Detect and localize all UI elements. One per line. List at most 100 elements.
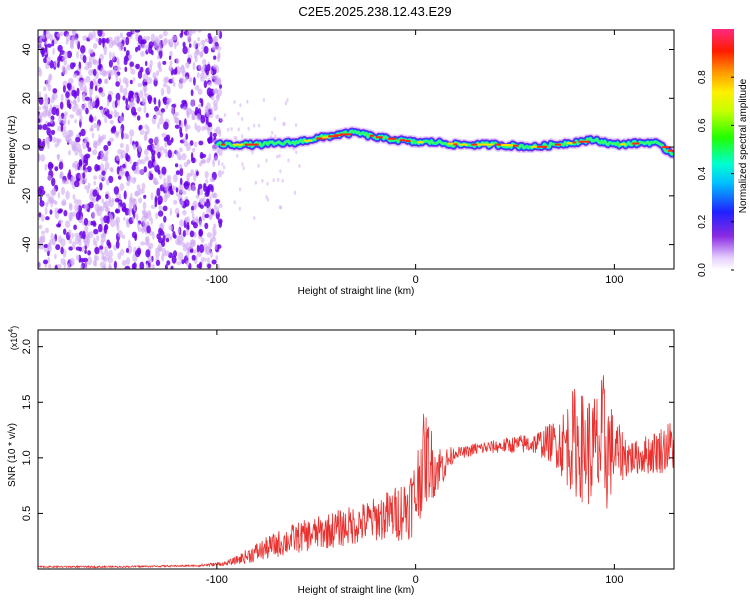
noise-blob <box>287 158 290 163</box>
noise-blob <box>68 238 73 245</box>
noise-blob <box>179 219 185 227</box>
noise-blob <box>112 52 115 61</box>
noise-blob <box>96 123 100 132</box>
x-tick-label: 0 <box>413 574 419 586</box>
noise-blob <box>175 187 179 193</box>
noise-blob <box>50 97 55 104</box>
noise-blob <box>163 177 166 184</box>
noise-blob <box>82 140 88 150</box>
noise-blob <box>203 46 209 54</box>
noise-blob <box>85 241 90 248</box>
noise-blob <box>178 185 184 194</box>
noise-blob <box>93 123 98 129</box>
noise-blob <box>73 224 77 231</box>
noise-blob <box>57 153 60 161</box>
noise-blob <box>58 219 63 225</box>
noise-blob <box>126 181 131 187</box>
noise-blob <box>56 32 62 38</box>
noise-blob <box>129 129 135 137</box>
noise-blob <box>104 78 107 84</box>
noise-blob <box>272 178 275 183</box>
noise-blob <box>190 205 195 211</box>
noise-blob <box>66 82 71 90</box>
noise-blob <box>140 159 146 165</box>
noise-blob <box>114 198 120 203</box>
noise-blob <box>61 179 67 185</box>
snr-x-ticks: -100 0 100 <box>206 330 624 586</box>
noise-blob <box>151 263 155 269</box>
colorbar-tick-label: 0.6 <box>697 118 708 132</box>
noise-blob <box>54 143 58 148</box>
noise-blob <box>43 102 49 110</box>
noise-blob <box>131 216 135 222</box>
noise-blob <box>168 38 174 48</box>
noise-blob <box>238 206 242 211</box>
colorbar-ticks: 0.0 0.2 0.4 0.6 0.8 <box>697 70 734 277</box>
noise-blob <box>158 99 161 108</box>
noise-blob <box>73 198 79 204</box>
noise-blob <box>115 92 121 102</box>
noise-blob <box>45 216 50 221</box>
noise-blob <box>87 147 92 152</box>
noise-blob <box>121 202 127 211</box>
noise-blob <box>104 150 109 156</box>
noise-blob <box>117 60 120 67</box>
noise-blob <box>60 93 64 102</box>
noise-blob <box>196 113 202 121</box>
noise-blob <box>155 251 161 257</box>
noise-blob <box>200 159 206 164</box>
noise-blob <box>54 264 58 269</box>
noise-blob <box>80 45 86 54</box>
noise-blob <box>127 175 133 183</box>
noise-blob <box>204 222 209 230</box>
snr-y-label: SNR (10 * v/v) <box>7 423 18 487</box>
noise-blob <box>166 85 171 95</box>
noise-blob <box>74 237 80 245</box>
noise-blob <box>126 257 131 265</box>
noise-blob <box>257 163 260 168</box>
noise-blob <box>48 195 55 204</box>
y-tick-label: 20 <box>21 92 33 104</box>
noise-blob <box>146 235 150 245</box>
noise-blob <box>190 89 194 97</box>
noise-blob <box>44 163 48 171</box>
noise-blob <box>298 163 301 168</box>
noise-blob <box>173 199 178 205</box>
noise-blob <box>281 178 284 183</box>
noise-blob <box>276 154 279 159</box>
noise-blob <box>123 55 129 62</box>
noise-blob <box>128 201 133 211</box>
noise-blob <box>154 136 160 145</box>
noise-blob <box>160 108 166 113</box>
noise-blob <box>239 103 242 108</box>
noise-blob <box>89 116 94 123</box>
noise-blob <box>206 102 211 111</box>
noise-blob <box>75 110 81 116</box>
y-tick-label: 1.0 <box>21 450 33 465</box>
noise-blob <box>104 245 108 252</box>
noise-blob <box>51 187 57 197</box>
noise-blob <box>155 142 160 151</box>
noise-blob <box>155 259 161 266</box>
noise-blob <box>160 240 166 247</box>
noise-blob <box>194 122 197 131</box>
noise-blob <box>209 131 213 139</box>
noise-blob <box>162 205 168 212</box>
noise-blob <box>199 188 204 196</box>
noise-blob <box>150 217 153 225</box>
noise-blob <box>92 197 97 203</box>
noise-blob <box>44 227 49 234</box>
noise-blob <box>185 61 190 69</box>
noise-blob <box>87 256 92 266</box>
noise-blob <box>166 139 172 146</box>
noise-blob <box>87 61 93 69</box>
noise-blob <box>41 230 45 235</box>
noise-blob <box>72 194 76 200</box>
noise-blob <box>71 89 77 97</box>
noise-blob <box>125 143 130 153</box>
snr-panel: -100 0 100 0.5 1.0 1.5 2.0 Height of straight… <box>7 326 675 596</box>
noise-blob <box>184 199 190 207</box>
x-tick-label: 0 <box>413 274 419 286</box>
noise-blob <box>246 99 249 104</box>
noise-blob <box>148 138 154 145</box>
